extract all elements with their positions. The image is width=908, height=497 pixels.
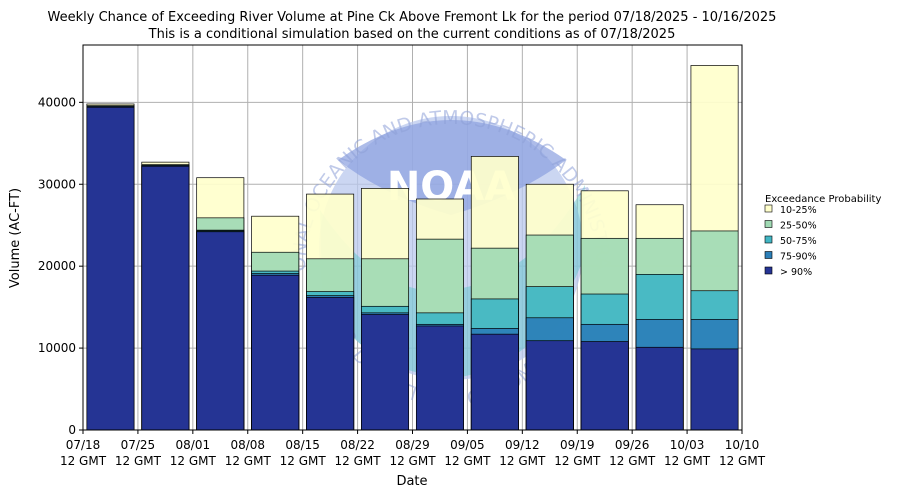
x-tick-label-time: 12 GMT xyxy=(609,454,656,468)
x-axis-ticks: 07/18 12 GMT 07/25 12 GMT 08/01 12 GMT 08/08 12… xyxy=(60,430,766,468)
chart-subtitle: This is a conditional simulation based o… xyxy=(148,27,676,42)
bar-segment-90 xyxy=(635,346,684,431)
x-tick-label-date: 07/25 xyxy=(121,438,156,452)
x-tick-label-time: 12 GMT xyxy=(60,454,107,468)
x-tick-label-date: 07/18 xyxy=(66,438,101,452)
legend-swatch xyxy=(764,251,773,259)
x-tick-label-time: 12 GMT xyxy=(719,454,766,468)
bar-segment-90 xyxy=(251,274,300,431)
y-axis-label: Volume (AC-FT) xyxy=(8,188,23,288)
x-tick-label-date: 08/01 xyxy=(176,438,211,452)
bar-segment-90 xyxy=(690,348,739,431)
bar-segment-90 xyxy=(141,165,190,431)
legend-swatch xyxy=(764,266,773,275)
y-tick-label: 30000 xyxy=(38,177,76,191)
x-tick-label-date: 09/26 xyxy=(615,438,650,452)
bar-segment-90 xyxy=(196,231,245,431)
bar-segment-90 xyxy=(361,314,410,431)
x-tick-label-time: 12 GMT xyxy=(499,454,546,468)
y-tick-label: 20000 xyxy=(38,259,76,273)
x-tick-label-date: 09/19 xyxy=(560,438,595,452)
x-tick-label-time: 12 GMT xyxy=(335,454,382,468)
x-tick-label-time: 12 GMT xyxy=(664,454,711,468)
x-tick-label-time: 12 GMT xyxy=(389,454,436,468)
bar-segment-90 xyxy=(580,341,629,431)
legend-label: > 90% xyxy=(780,267,812,278)
x-tick-label-time: 12 GMT xyxy=(280,454,327,468)
x-tick-label-time: 12 GMT xyxy=(170,454,217,468)
bars xyxy=(86,65,739,431)
x-tick-label-date: 08/08 xyxy=(230,438,265,452)
bar-segment-90 xyxy=(415,325,464,431)
x-tick-label-date: 10/10 xyxy=(725,438,760,452)
bar-segment-90 xyxy=(86,106,135,431)
x-tick-label-time: 12 GMT xyxy=(225,454,272,468)
x-tick-label-time: 12 GMT xyxy=(115,454,162,468)
legend-swatch xyxy=(764,235,773,244)
legend-swatch xyxy=(764,220,773,228)
legend-swatch xyxy=(764,204,773,213)
x-tick-label-date: 08/22 xyxy=(340,438,375,452)
legend-label: 10-25% xyxy=(780,205,817,216)
y-tick-label: 0 xyxy=(68,423,76,437)
bar-segment-90 xyxy=(470,333,519,431)
x-tick-label-time: 12 GMT xyxy=(554,454,601,468)
x-tick-label-date: 08/15 xyxy=(285,438,320,452)
chart-title: Weekly Chance of Exceeding River Volume … xyxy=(48,10,777,25)
legend-label: 75-90% xyxy=(780,252,817,263)
x-tick-label-date: 09/12 xyxy=(505,438,540,452)
x-tick-label-date: 10/03 xyxy=(670,438,705,452)
y-tick-label: 10000 xyxy=(38,341,76,355)
legend-title: Exceedance Probability xyxy=(765,194,881,205)
legend-label: 50-75% xyxy=(780,236,817,247)
x-tick-label-date: 08/29 xyxy=(395,438,430,452)
x-axis-label: Date xyxy=(396,474,427,489)
x-tick-label-time: 12 GMT xyxy=(444,454,491,468)
y-axis-ticks: 0 10000 20000 30000 40000 xyxy=(38,95,83,437)
bar-segment-90 xyxy=(525,340,574,431)
legend-label: 25-50% xyxy=(780,221,817,232)
bar-segment-90 xyxy=(306,296,355,431)
legend: Exceedance Probability 10-25% 25-50% 50-75… xyxy=(764,194,881,278)
x-tick-label-date: 09/05 xyxy=(450,438,485,452)
y-tick-label: 40000 xyxy=(38,95,76,109)
